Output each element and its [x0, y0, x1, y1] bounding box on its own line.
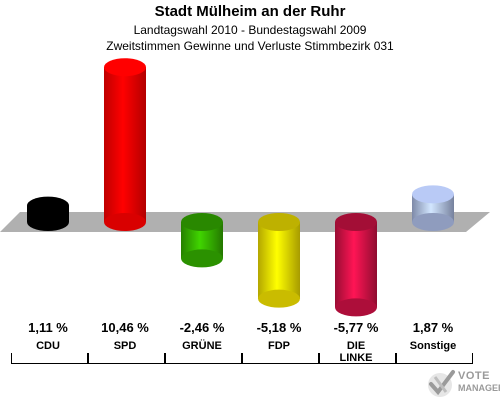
bar-grüne: [181, 213, 223, 268]
category-bracket: [242, 353, 319, 364]
logo-line2: MANAGER: [458, 383, 500, 393]
bar-chart: [0, 58, 490, 317]
bar-die-linke: [335, 213, 377, 317]
logo-text: VOTE MANAGER: [458, 370, 500, 394]
value-label: 1,87 %: [412, 320, 454, 335]
category-bracket: [396, 353, 473, 364]
category-label: CDU: [36, 340, 60, 352]
category-label: Sonstige: [409, 340, 457, 352]
category-bracket: [11, 353, 88, 364]
category-label: DIE LINKE: [339, 340, 373, 364]
checkmark-icon: [428, 370, 455, 397]
category-label: FDP: [268, 340, 290, 352]
category-bracket: [165, 353, 242, 364]
value-label: -5,18 %: [256, 320, 302, 335]
bar-spd: [104, 58, 146, 231]
logo-line1: VOTE: [458, 370, 490, 382]
category-label: GRÜNE: [182, 340, 222, 352]
bar-fdp: [258, 213, 300, 308]
chart-subtitle-election: Landtagswahl 2010 - Bundestagswahl 2009: [133, 23, 367, 37]
bar-sonstige: [412, 185, 454, 231]
bar-cdu: [27, 196, 69, 231]
category-bracket: [319, 353, 396, 364]
value-label: -5,77 %: [333, 320, 379, 335]
value-label: 1,11 %: [28, 320, 68, 335]
chart-subtitle-district: Zweitstimmen Gewinne und Verluste Stimmb…: [106, 39, 394, 53]
value-label: 10,46 %: [101, 320, 149, 335]
category-label: SPD: [113, 340, 137, 352]
category-bracket: [88, 353, 165, 364]
chart-title: Stadt Mülheim an der Ruhr: [154, 3, 346, 20]
votemanager-logo: VOTE MANAGER: [426, 368, 500, 400]
value-label: -2,46 %: [179, 320, 225, 335]
